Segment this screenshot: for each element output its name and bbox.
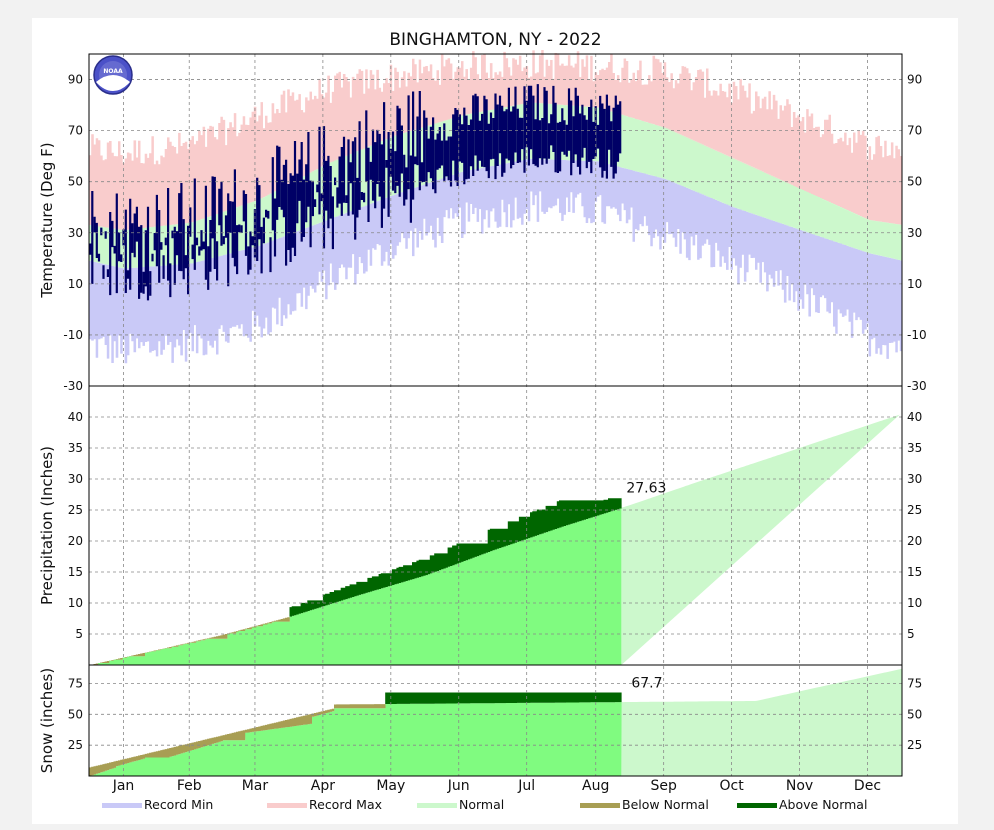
legend-label: Above Normal — [779, 797, 867, 812]
legend-label: Normal — [459, 797, 504, 812]
y-tick-label-left: 10 — [68, 596, 83, 610]
y-tick-label-right: 25 — [907, 738, 922, 752]
y-tick-label-left: 50 — [68, 175, 83, 189]
snow-below-normal — [89, 704, 386, 776]
y-tick-label-right: 15 — [907, 565, 922, 579]
y-tick-label-right: 10 — [907, 596, 922, 610]
legend-item: Record Min — [102, 797, 213, 812]
y-tick-label-left: -30 — [63, 379, 83, 393]
y-tick-label-right: 20 — [907, 534, 922, 548]
month-tick-label: Jul — [517, 778, 535, 794]
snow-observed-area — [89, 702, 622, 776]
month-tick-label: Apr — [311, 778, 335, 794]
legend-label: Record Max — [309, 797, 382, 812]
y-tick-label-left: 30 — [68, 472, 83, 486]
precip-observed-area — [89, 493, 622, 665]
y-tick-label-right: 30 — [907, 226, 922, 240]
y-tick-label-left: 30 — [68, 226, 83, 240]
legend-swatch — [102, 803, 142, 808]
snow-above-normal — [385, 692, 622, 704]
month-tick-label: Feb — [177, 778, 202, 794]
y-tick-label-right: 5 — [907, 627, 915, 641]
y-tick-label-right: 75 — [907, 677, 922, 691]
climate-chart: 90 90 70 70 50 50 30 30 10 10 -10 -10 -30 -30 40 40 35 35… — [38, 30, 927, 812]
y-axis-label: Temperature (Deg F) — [38, 142, 56, 298]
y-tick-label-right: -10 — [907, 328, 927, 342]
precip-normal-future-area — [621, 414, 900, 665]
y-tick-label-left: 5 — [75, 627, 83, 641]
y-tick-label-left: 40 — [68, 410, 83, 424]
legend-item: Above Normal — [737, 797, 867, 812]
y-tick-label-left: 25 — [68, 738, 83, 752]
precip-total-annotation: 27.63 — [626, 481, 666, 497]
snow-normal-future-area — [621, 668, 902, 776]
y-tick-label-right: 35 — [907, 441, 922, 455]
legend-label: Below Normal — [622, 797, 709, 812]
legend-swatch — [417, 803, 457, 808]
month-tick-label: Oct — [719, 778, 744, 794]
noaa-logo-text: NOAA — [103, 68, 123, 75]
observed-temperature-bars — [89, 84, 622, 301]
y-tick-label-right: 25 — [907, 503, 922, 517]
chart-card: 90 90 70 70 50 50 30 30 10 10 -10 -10 -30 -30 40 40 35 35… — [32, 18, 958, 824]
legend-swatch — [737, 803, 777, 808]
month-tick-label: Mar — [242, 778, 269, 794]
plot-frame — [88, 53, 903, 777]
record-max-band — [89, 50, 903, 231]
legend-label: Record Min — [144, 797, 213, 812]
y-tick-label-right: 50 — [907, 175, 922, 189]
legend-item: Normal — [417, 797, 504, 812]
y-tick-label-left: 15 — [68, 565, 83, 579]
legend-swatch — [267, 803, 307, 808]
y-tick-label-left: 75 — [68, 677, 83, 691]
y-tick-label-right: -30 — [907, 379, 927, 393]
month-tick-label: Jun — [447, 778, 470, 794]
y-tick-label-left: 90 — [68, 73, 83, 87]
y-axis-label: Snow (inches) — [38, 668, 56, 773]
legend-item: Below Normal — [580, 797, 709, 812]
y-tick-label-right: 50 — [907, 707, 922, 721]
legend-item: Record Max — [267, 797, 382, 812]
month-tick-label: May — [376, 778, 405, 794]
y-tick-label-left: 25 — [68, 503, 83, 517]
month-tick-label: Sep — [650, 778, 677, 794]
y-tick-label-right: 30 — [907, 472, 922, 486]
y-tick-label-right: 90 — [907, 73, 922, 87]
month-tick-label: Dec — [854, 778, 881, 794]
snow-total-annotation: 67.7 — [631, 676, 662, 692]
precip-above-normal — [289, 498, 622, 617]
legend-swatch — [580, 803, 620, 808]
record-min-band — [89, 158, 903, 364]
y-tick-label-left: 20 — [68, 534, 83, 548]
y-tick-label-left: 10 — [68, 277, 83, 291]
y-axis-label: Precipitation (Inches) — [38, 446, 56, 605]
month-tick-label: Aug — [582, 778, 609, 794]
y-tick-label-right: 70 — [907, 124, 922, 138]
y-tick-label-left: 35 — [68, 441, 83, 455]
noaa-logo-icon: NOAA — [93, 55, 133, 95]
y-tick-label-left: 70 — [68, 124, 83, 138]
y-tick-label-right: 40 — [907, 410, 922, 424]
y-tick-label-left: -10 — [63, 328, 83, 342]
y-tick-label-right: 10 — [907, 277, 922, 291]
y-tick-label-left: 50 — [68, 707, 83, 721]
chart-title: BINGHAMTON, NY - 2022 — [389, 30, 601, 50]
month-tick-label: Jan — [112, 778, 135, 794]
month-tick-label: Nov — [786, 778, 813, 794]
